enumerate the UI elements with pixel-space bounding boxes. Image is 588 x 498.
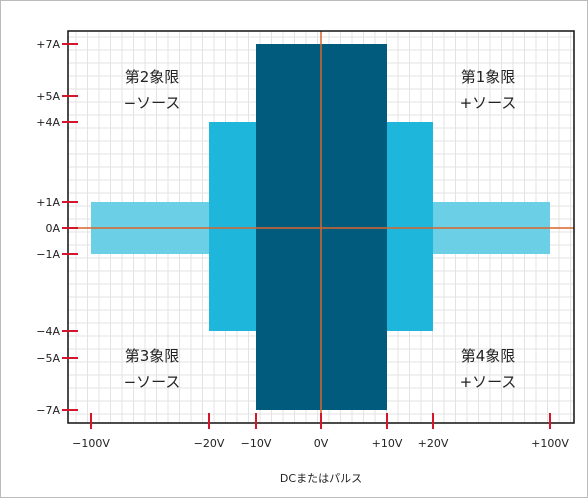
y-tick-label: −1A xyxy=(36,248,60,261)
quadrant-source-label: +ソース xyxy=(460,94,517,112)
x-tick-label: −100V xyxy=(72,437,110,450)
x-tick-label: −10V xyxy=(241,437,272,450)
quadrant-title: 第1象限 xyxy=(461,68,516,86)
quadrant-source-label: +ソース xyxy=(460,373,517,391)
quadrant-source-label: −ソース xyxy=(124,94,181,112)
tick-marks xyxy=(62,43,551,429)
y-tick-label: 0A xyxy=(45,222,60,235)
x-axis-title: DCまたはパルス xyxy=(280,472,362,485)
y-tick-labels: +7A +5A +4A +1A 0A −1A −4A −5A −7A xyxy=(36,38,60,417)
quadrant-title: 第4象限 xyxy=(461,347,516,365)
quadrant-source-label: −ソース xyxy=(124,373,181,391)
x-tick-labels: −100V −20V −10V 0V +10V +20V +100V xyxy=(72,437,569,450)
x-tick-label: +100V xyxy=(531,437,569,450)
y-tick-label: +4A xyxy=(36,116,60,129)
x-tick-label: 0V xyxy=(314,437,329,450)
x-tick-label: +20V xyxy=(418,437,449,450)
y-tick-label: −4A xyxy=(36,325,60,338)
x-tick-label: −20V xyxy=(194,437,225,450)
y-tick-label: +5A xyxy=(36,90,60,103)
quadrant-title: 第2象限 xyxy=(125,68,180,86)
quadrant-title: 第3象限 xyxy=(125,347,180,365)
zero-axes xyxy=(68,31,574,423)
x-tick-label: +10V xyxy=(372,437,403,450)
y-tick-label: +1A xyxy=(36,196,60,209)
y-tick-label: −7A xyxy=(36,404,60,417)
y-tick-label: −5A xyxy=(36,352,60,365)
y-tick-label: +7A xyxy=(36,38,60,51)
